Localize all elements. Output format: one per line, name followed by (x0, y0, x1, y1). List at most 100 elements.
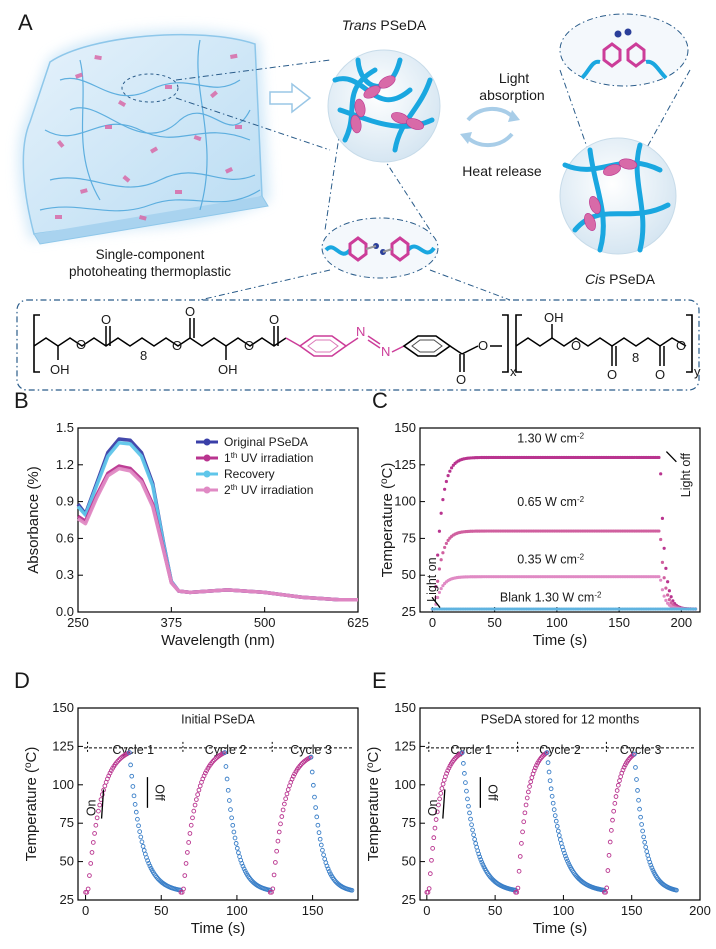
e-xtick-label: 0 (423, 903, 430, 918)
thermoplastic-film-illustration (18, 29, 271, 245)
d-ytick-label: 75 (60, 815, 74, 830)
label-blank: Blank 1.30 W cm-2 (500, 590, 602, 605)
data-point-3 (436, 595, 440, 600)
legend-entry: Original PSeDA (224, 435, 308, 449)
data-point-2 (436, 579, 440, 583)
x-axis-label: Time (s) (533, 632, 587, 649)
legend-marker (203, 470, 211, 478)
data-point-3 (660, 588, 665, 592)
data-point-2 (664, 586, 668, 590)
e-xtick-label: 200 (689, 903, 711, 918)
data-point-2 (662, 576, 666, 580)
c-xtick-label: 0 (429, 615, 436, 630)
cooling-point (308, 754, 314, 760)
trans-azobenzene-zoom (321, 217, 439, 279)
d-ytick-label: 50 (60, 854, 74, 869)
cooling-point (471, 832, 476, 838)
cooling-point (551, 807, 557, 812)
cooling-point (232, 835, 238, 841)
heating-point (620, 767, 626, 773)
cooling-point (554, 823, 560, 829)
cooling-point (635, 788, 640, 793)
data-point-2 (444, 541, 448, 546)
d-xtick-label: 100 (226, 903, 248, 918)
data-point-1 (667, 589, 671, 593)
heating-point (613, 794, 619, 799)
heating-point (607, 839, 613, 845)
b-ytick-label: 1.2 (56, 457, 74, 472)
d-xtick-label: 50 (154, 903, 168, 918)
heating-point (520, 829, 525, 835)
heating-point (203, 770, 208, 776)
heating-point (528, 779, 534, 785)
cooling-point (240, 863, 246, 869)
svg-text:N: N (381, 344, 390, 359)
cooling-point (467, 810, 472, 816)
data-point-1 (448, 469, 452, 473)
cooling-point (639, 822, 644, 827)
svg-text:O: O (676, 338, 686, 353)
y-axis-label: Temperature (oC) (365, 747, 383, 862)
cooling-point (563, 853, 568, 859)
cooling-point (228, 807, 233, 812)
panel-letter-c: C (372, 388, 388, 413)
d-ytick-label: 100 (52, 777, 74, 792)
data-point-3 (437, 590, 442, 595)
heating-point (445, 768, 451, 773)
d-xtick-label: 0 (82, 903, 89, 918)
heating-point (285, 787, 291, 792)
heating-point (433, 817, 439, 822)
d-ytick-label: 125 (52, 738, 74, 753)
e-xtick-label: 50 (488, 903, 502, 918)
heating-point (278, 821, 283, 827)
y-axis-label: Absorbance (%) (25, 466, 42, 574)
svg-text:O: O (478, 338, 488, 353)
heating-point (517, 854, 523, 859)
heating-point (92, 831, 97, 836)
data-point-2 (437, 567, 442, 571)
heating-point (194, 797, 199, 802)
data-point-2 (657, 529, 661, 533)
data-point-1 (669, 595, 673, 599)
cycling-initial-chart: 0 50 100 150 25 50 75 100 125 150 Time (s) Temperat… (23, 700, 359, 937)
heating-point (617, 778, 622, 784)
svg-text:O: O (172, 338, 182, 353)
heating-point (524, 795, 530, 801)
light-on-label: Light on (425, 557, 439, 602)
connector-lines (175, 59, 691, 301)
cooling-point (459, 750, 465, 755)
cooling-point (469, 822, 474, 828)
heating-point (298, 762, 304, 767)
cooling-point (241, 866, 247, 872)
cooling-point (127, 750, 132, 755)
heating-point (191, 808, 197, 814)
b-xtick-label: 375 (160, 615, 182, 630)
heating-point (436, 802, 441, 808)
cooling-point (224, 776, 230, 782)
svg-text:O: O (185, 304, 195, 319)
cooling-point (466, 803, 471, 809)
svg-text:O: O (76, 337, 86, 352)
cooling-point (230, 822, 236, 828)
e-ytick-label: 25 (402, 892, 416, 907)
heating-point (430, 845, 435, 851)
data-point-1 (660, 516, 665, 521)
cooling-point (642, 839, 648, 845)
material-caption-line2: photoheating thermoplastic (69, 264, 231, 279)
heat-release-label: Heat release (462, 163, 542, 179)
cooling-point (229, 815, 234, 821)
cooling-point (309, 769, 315, 775)
cooling-point (311, 782, 316, 788)
cooling-point (472, 836, 477, 842)
cooling-point (318, 842, 324, 848)
heating-point (522, 810, 528, 816)
svg-text:O: O (456, 372, 466, 387)
off-label: Off (485, 784, 499, 801)
heating-point (431, 835, 437, 841)
heating-point (87, 873, 92, 878)
data-point-3 (664, 598, 668, 602)
heating-point (532, 765, 538, 771)
cooling-point (564, 856, 569, 862)
heating-point (438, 791, 444, 796)
data-point-3 (657, 575, 661, 579)
